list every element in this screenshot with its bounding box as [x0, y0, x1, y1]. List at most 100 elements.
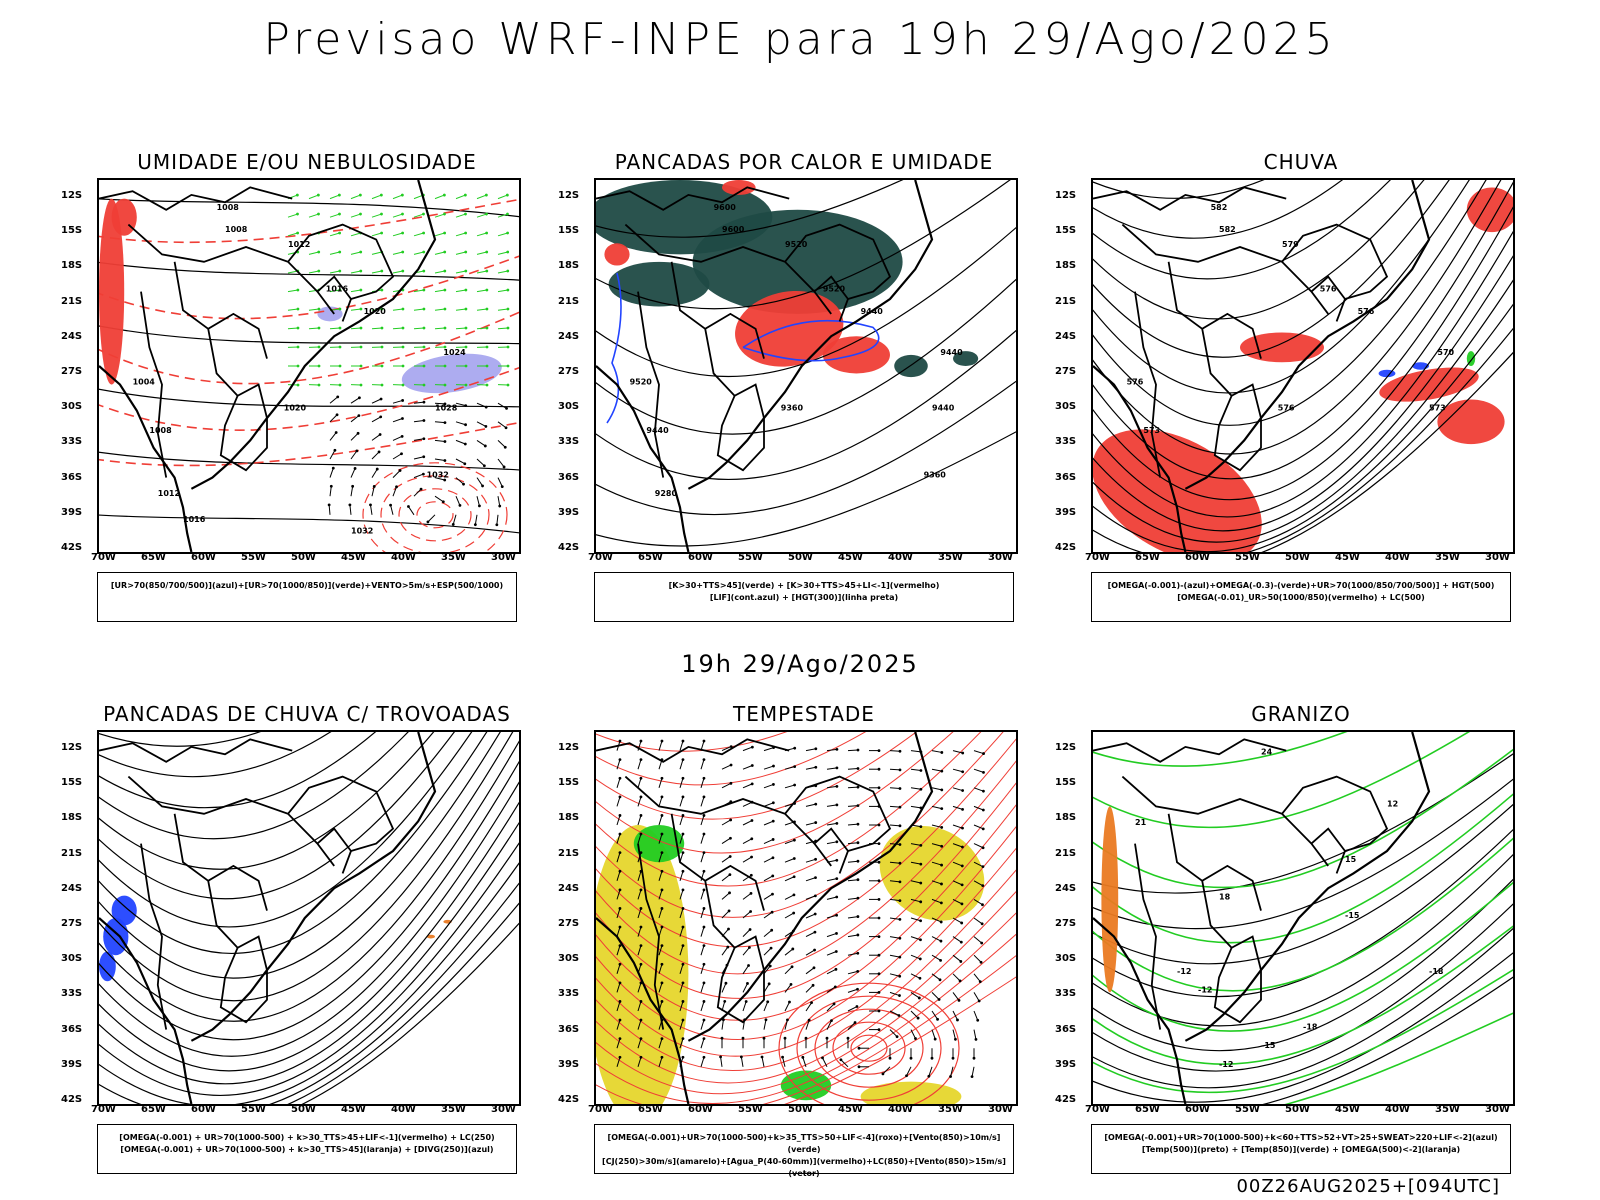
lon-tick-label: 60W: [191, 552, 216, 563]
lat-tick-label: 27S: [61, 918, 83, 929]
coastline: [687, 180, 934, 490]
lat-tick-label: 27S: [558, 918, 580, 929]
lon-tick-label: 30W: [988, 552, 1013, 563]
country-border: [1281, 223, 1389, 300]
legend-box: [K>30+TTS>45](verde) + [K>30+TTS>45+LI<-…: [594, 572, 1014, 622]
contour-label: -12: [1177, 967, 1191, 976]
lon-tick-label: 55W: [1235, 1104, 1260, 1115]
lat-tick-label: 12S: [558, 742, 580, 753]
lat-tick-label: 33S: [61, 436, 83, 448]
country-border: [1134, 843, 1162, 1030]
lon-tick-label: 40W: [391, 1104, 416, 1115]
contour-label: 1016: [183, 515, 206, 524]
panel-title: TEMPESTADE: [733, 702, 875, 726]
lon-tick-label: 70W: [1085, 552, 1110, 563]
lon-tick-label: 35W: [1435, 1104, 1460, 1115]
legend-line: [CJ(250)>30m/s](amarelo)+[Agua_P(40-60mm…: [602, 1157, 1006, 1178]
country-border: [670, 261, 765, 359]
map-umidade: 1008 1008 1012 1016 1020 1004 1024 1008 1020 1028…: [97, 178, 521, 554]
lon-tick-label: 60W: [688, 552, 713, 563]
lat-tick-label: 39S: [1055, 1058, 1077, 1070]
lat-tick-label: 24S: [61, 882, 83, 894]
country-border: [596, 738, 790, 763]
lon-tick-label: 70W: [91, 1104, 116, 1115]
contour-label: -18: [1429, 967, 1444, 976]
lon-tick-label: 40W: [888, 1104, 913, 1115]
panel-title: UMIDADE E/OU NEBULOSIDADE: [137, 150, 477, 174]
lon-tick-label: 40W: [1385, 1104, 1410, 1115]
panel-title: GRANIZO: [1251, 702, 1351, 726]
contour-label: 18: [1219, 892, 1231, 901]
map-trovoadas: [97, 730, 521, 1106]
mid-level-humidity: [317, 306, 502, 394]
country-border: [1093, 186, 1287, 211]
pressure-center: [778, 982, 960, 1104]
lon-tick-label: 70W: [588, 552, 613, 563]
lat-tick-label: 36S: [1055, 471, 1077, 483]
lat-tick-label: 39S: [1055, 506, 1077, 518]
contour-label: 576: [1278, 404, 1295, 413]
lon-tick-label: 50W: [1285, 1104, 1310, 1115]
lat-tick-label: 27S: [558, 366, 580, 377]
coastline: [1184, 732, 1431, 1042]
country-border: [140, 843, 168, 1030]
lon-tick-label: 35W: [441, 552, 466, 563]
country-border: [784, 223, 892, 300]
lat-tick-label: 18S: [61, 260, 83, 272]
map-canvas: [596, 732, 1016, 1104]
contour-label: 579: [1282, 240, 1299, 249]
lat-tick-label: 36S: [61, 1023, 83, 1035]
lon-tick-label: 35W: [938, 552, 963, 563]
contour-label: 1008: [217, 203, 240, 212]
map-tempestade: [594, 730, 1018, 1106]
contour-label: 9600: [722, 225, 745, 234]
lat-tick-label: 30S: [61, 401, 83, 413]
coastline: [190, 732, 437, 1042]
page-title: Previsao WRF-INPE para 19h 29/Ago/2025: [263, 14, 1337, 65]
lat-tick-label: 30S: [1055, 953, 1077, 965]
country-border: [316, 275, 353, 322]
lat-tick-label: 18S: [558, 812, 580, 824]
contour-label: 576: [1320, 285, 1337, 294]
contour-label: 9280: [655, 489, 678, 498]
contour-label: 9520: [823, 285, 846, 294]
lat-tick-label: 27S: [1055, 918, 1077, 929]
contour-label: -18: [1303, 1023, 1318, 1032]
country-border: [316, 827, 353, 874]
lon-tick-label: 65W: [638, 1104, 663, 1115]
contour-label: 9440: [940, 348, 963, 357]
map-canvas: [99, 732, 519, 1104]
lat-tick-label: 24S: [1055, 882, 1077, 894]
coastline: [190, 180, 437, 490]
country-border: [1310, 275, 1347, 322]
lon-tick-label: 70W: [1085, 1104, 1110, 1115]
lon-tick-label: 40W: [1385, 552, 1410, 563]
lon-tick-label: 30W: [491, 1104, 516, 1115]
lat-tick-label: 24S: [61, 330, 83, 342]
contour-label: 15: [1345, 855, 1357, 864]
pressure-center: [362, 462, 508, 552]
lat-tick-label: 42S: [558, 1094, 580, 1105]
lon-tick-label: 30W: [988, 1104, 1013, 1115]
lat-tick-label: 33S: [558, 988, 580, 1000]
contour-label: 9360: [924, 471, 947, 480]
lon-tick-label: 65W: [141, 1104, 166, 1115]
lat-tick-label: 15S: [558, 777, 580, 789]
lat-tick-label: 36S: [558, 471, 580, 483]
contour-label: 573: [1429, 404, 1446, 413]
isolines: [99, 732, 519, 1104]
legend-box: [UR>70(850/700/500)](azul)+[UR>70(1000/8…: [97, 572, 517, 622]
lat-tick-label: 27S: [1055, 366, 1077, 377]
contour-label: 1008: [149, 426, 172, 435]
lat-tick-label: 39S: [558, 506, 580, 518]
lon-tick-label: 70W: [91, 552, 116, 563]
lon-tick-label: 45W: [341, 1104, 366, 1115]
contour-label: 570: [1437, 348, 1454, 357]
contour-label: 9440: [932, 404, 955, 413]
country-border: [704, 880, 765, 971]
contour-label: 1028: [435, 404, 458, 413]
legend-box: [OMEGA(-0.001)-(azul)+OMEGA(-0.3)-(verde…: [1091, 572, 1511, 622]
lat-tick-label: 39S: [558, 1058, 580, 1070]
